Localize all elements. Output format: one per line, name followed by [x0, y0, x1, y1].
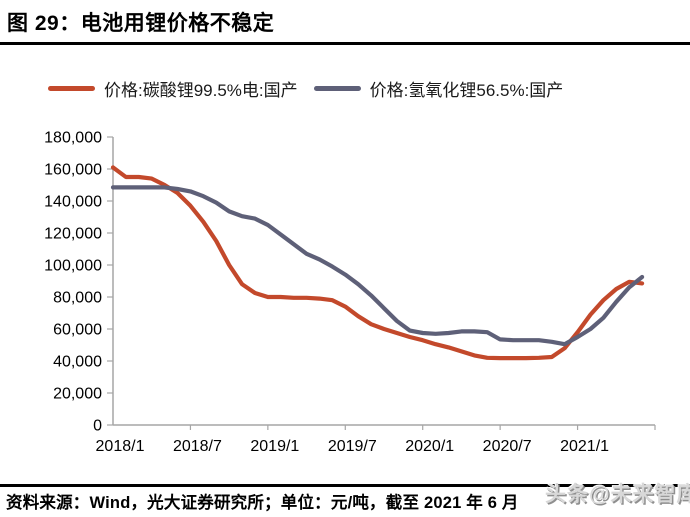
chart-line-0 [110, 165, 645, 361]
y-tick-label: 40,000 [53, 354, 102, 371]
line-chart: 0 20,000 40,000 60,000 80,000 100,000 120,000 1… [0, 115, 690, 463]
y-tick-label: 20,000 [53, 386, 102, 403]
y-tick-label: 160,000 [44, 162, 102, 179]
price-chart-canvas: 0 20,000 40,000 60,000 80,000 100,000 120,000 1… [44, 130, 656, 455]
y-tick-label: 140,000 [44, 194, 102, 211]
figure-title: 图 29：电池用锂价格不稳定 [7, 12, 275, 35]
y-tick-label: 120,000 [44, 226, 102, 243]
legend-line-icon [313, 86, 361, 91]
x-tick-label: 2019/1 [250, 438, 299, 455]
y-tick-label: 100,000 [44, 258, 102, 275]
x-tick-label: 2020/1 [405, 438, 454, 455]
y-tick-label: 60,000 [53, 322, 102, 339]
y-tick-label: 180,000 [44, 130, 102, 147]
legend-label: 价格:氢氧化锂56.5%:国产 [369, 81, 564, 100]
watermark: 头条@未来智库 [545, 483, 690, 506]
chart-legend: 价格:碳酸锂99.5%电:国产 价格:氢氧化锂56.5%:国产 [48, 76, 579, 101]
legend-item-lithium-carbonate: 价格:碳酸锂99.5%电:国产 [48, 76, 298, 101]
legend-label: 价格:碳酸锂99.5%电:国产 [104, 81, 298, 100]
footer-divider [0, 484, 690, 487]
chart-line-1 [110, 185, 645, 347]
x-tick-label: 2019/7 [328, 438, 377, 455]
legend-line-icon [48, 86, 95, 91]
x-tick-label: 2021/1 [560, 438, 609, 455]
title-divider [0, 42, 690, 45]
y-tick-label: 0 [93, 418, 102, 435]
x-tick-label: 2018/7 [173, 438, 222, 455]
x-tick-label: 2020/7 [483, 438, 532, 455]
x-tick-label: 2018/1 [96, 438, 145, 455]
legend-item-lithium-hydroxide: 价格:氢氧化锂56.5%:国产 [313, 76, 564, 101]
source-note: 资料来源：Wind，光大证券研究所；单位：元/吨，截至 2021 年 6 月 [6, 494, 519, 512]
y-tick-label: 80,000 [53, 290, 102, 307]
